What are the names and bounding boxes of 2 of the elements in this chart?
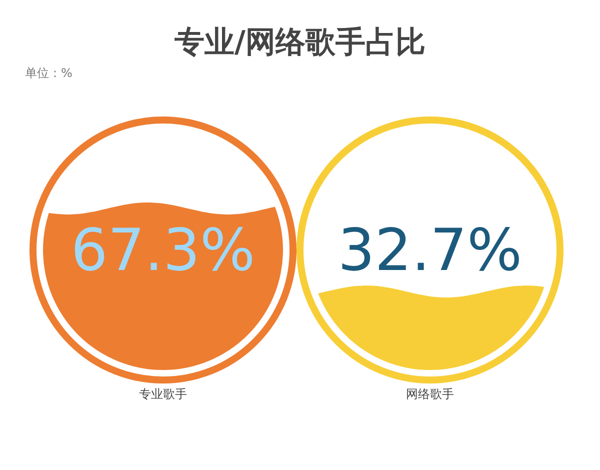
- subtitle: 单位：%: [25, 66, 72, 80]
- title: 专业/网络歌手占比: [174, 25, 426, 60]
